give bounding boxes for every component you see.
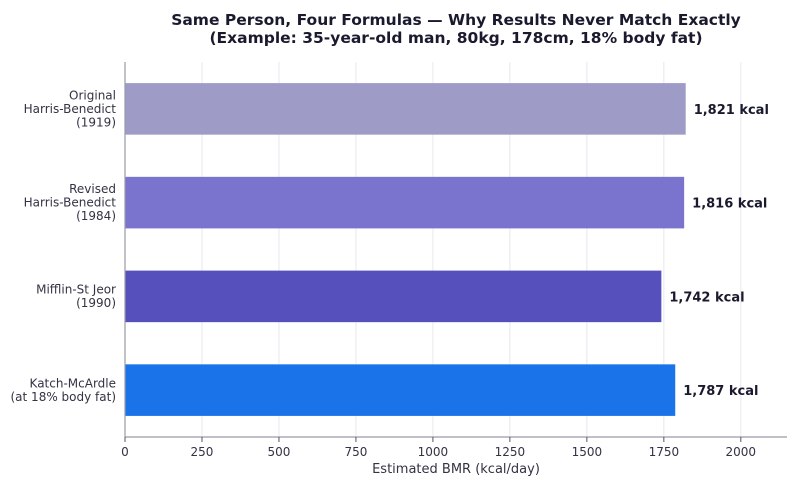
x-tick-label: 1000 (418, 445, 449, 459)
axes (124, 62, 787, 438)
bar (125, 83, 686, 135)
value-label: 1,821 kcal (694, 103, 769, 118)
x-tick-label: 500 (268, 445, 291, 459)
value-label: 1,787 kcal (683, 384, 758, 399)
category-label: Harris-Benedict (24, 102, 117, 116)
x-axis-ticks: 0 250 500 750 1000 1250 1500 1750 2000 (121, 437, 756, 459)
value-label: 1,816 kcal (692, 197, 767, 212)
category-label: (1984) (76, 209, 116, 223)
value-label: 1,742 kcal (669, 290, 744, 305)
chart-title-line: (Example: 35-year-old man, 80kg, 178cm, … (209, 29, 702, 47)
category-label: (1919) (76, 115, 116, 129)
bar (125, 270, 662, 323)
x-tick-label: 250 (191, 445, 214, 459)
category-label: Harris-Benedict (24, 196, 117, 210)
category-label: Revised (69, 182, 116, 196)
x-tick-label: 0 (121, 445, 129, 459)
chart-title: Same Person, Four Formulas — Why Results… (171, 11, 741, 47)
bars (125, 83, 686, 416)
category-labels: OriginalHarris-Benedict(1919)RevisedHarr… (11, 88, 117, 404)
category-label: Mifflin-St Jeor (36, 283, 116, 297)
x-tick-label: 1250 (495, 445, 526, 459)
x-tick-label: 750 (344, 445, 367, 459)
chart-title-line: Same Person, Four Formulas — Why Results… (171, 11, 741, 29)
value-labels: 1,821 kcal 1,816 kcal 1,742 kcal 1,787 kcal (669, 103, 769, 399)
category-label: (1990) (76, 296, 116, 310)
x-tick-label: 1750 (649, 445, 680, 459)
category-label: (at 18% body fat) (11, 390, 117, 404)
x-tick-label: 1500 (572, 445, 603, 459)
bar (125, 176, 685, 229)
bar (125, 364, 676, 416)
x-axis-title: Estimated BMR (kcal/day) (372, 462, 540, 477)
category-label: Katch-McArdle (30, 376, 116, 390)
x-tick-label: 2000 (726, 445, 757, 459)
category-label: Original (69, 88, 116, 102)
